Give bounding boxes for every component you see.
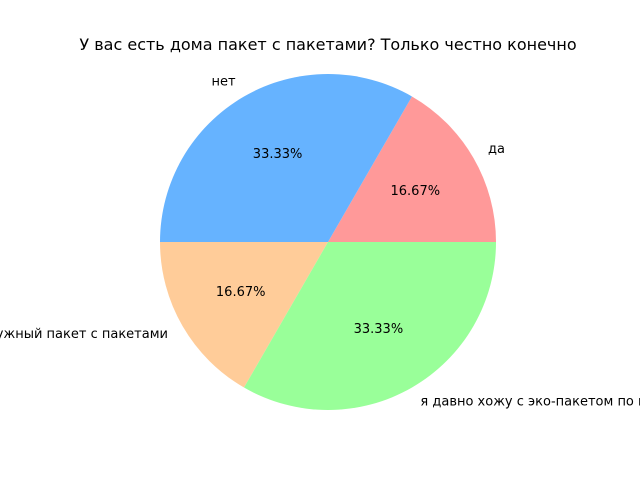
slice-label-3: я давно хожу с эко-пакетом по магазинам <box>420 395 640 410</box>
slice-label-1: нет <box>212 74 236 89</box>
chart-title: У вас есть дома пакет с пакетами? Только… <box>79 35 576 54</box>
slice-percent-label-2: 16.67% <box>216 285 266 300</box>
slice-label-2: конечно, нужный пакет с пакетами <box>0 327 168 342</box>
pie-slices <box>160 73 496 411</box>
pie-labels: да 16.67% нет 33.33% конечно, нужный пакет с… <box>0 74 640 409</box>
pie-slice-3 <box>244 242 496 411</box>
slice-percent-label-0: 16.67% <box>391 184 441 199</box>
pie-slice-1 <box>160 73 412 242</box>
pie-slice-2 <box>160 242 328 388</box>
slice-label-0: да <box>488 142 505 157</box>
slice-percent-label-1: 33.33% <box>253 147 303 162</box>
pie-slice-0 <box>328 96 496 243</box>
slice-percent-label-3: 33.33% <box>354 322 404 337</box>
